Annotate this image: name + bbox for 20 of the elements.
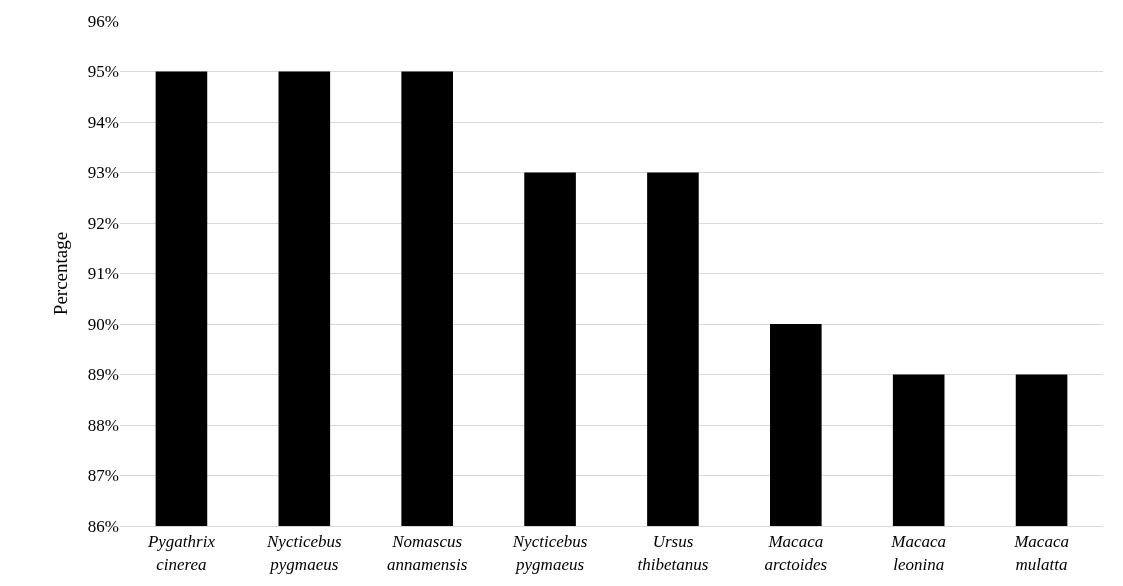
- y-tick-label: 90%: [87, 314, 119, 334]
- y-tick-label: 89%: [87, 365, 119, 385]
- y-tick-label: 86%: [87, 516, 119, 536]
- y-tick-label: 96%: [87, 11, 119, 31]
- y-tick-label: 95%: [87, 62, 119, 82]
- x-tick-label: Nycticebus pygmaeus: [511, 532, 588, 574]
- y-tick-label: 92%: [87, 213, 119, 233]
- y-tick-label: 88%: [87, 415, 119, 435]
- x-tick-label: Pygathrix cinerea: [146, 532, 216, 574]
- x-tick-label: Ursus thibetanus: [637, 532, 709, 574]
- y-tick-label: 91%: [87, 264, 119, 284]
- y-tick-label: 93%: [87, 163, 119, 183]
- x-tick-label: Nomascus annamensis: [387, 532, 468, 574]
- x-tick-label: Macaca leonina: [890, 532, 947, 574]
- x-tick-label: Nycticebus pygmaeus: [266, 532, 342, 574]
- y-tick-label: 87%: [87, 466, 119, 486]
- x-tick-label: Macaca mulatta: [1013, 532, 1069, 574]
- y-axis-title: Percentage: [49, 231, 71, 316]
- y-tick-label: 94%: [87, 112, 119, 132]
- x-tick-label: Macaca arctoides: [764, 532, 828, 574]
